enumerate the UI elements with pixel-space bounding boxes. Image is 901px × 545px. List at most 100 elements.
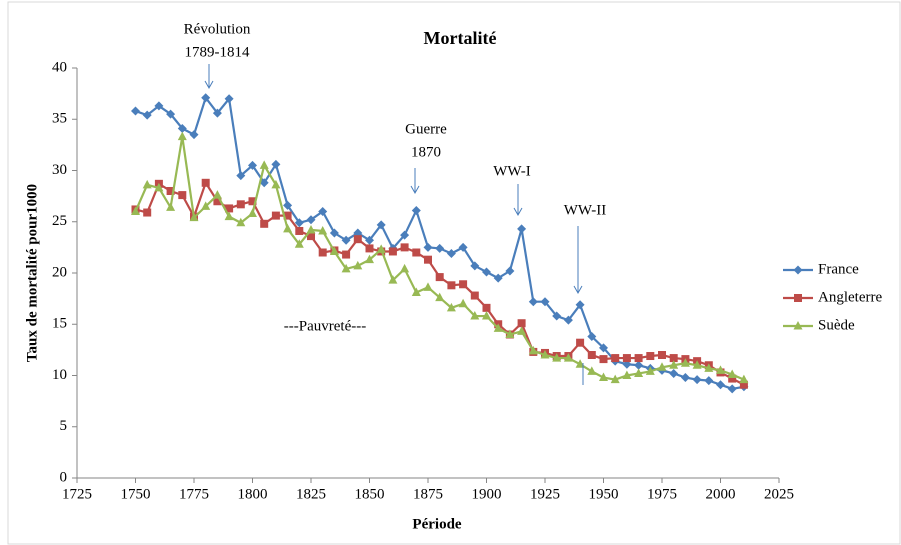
data-point (446, 249, 456, 259)
x-tick-label: 1850 (355, 486, 385, 502)
data-point (739, 374, 749, 384)
data-point (576, 338, 585, 347)
data-point (236, 200, 245, 209)
data-point (271, 179, 281, 189)
data-point (259, 160, 269, 169)
x-tick-label: 1800 (238, 486, 268, 502)
data-point (716, 380, 725, 390)
x-tick-label: 1825 (296, 486, 326, 502)
data-point (154, 182, 164, 192)
data-point (552, 353, 562, 362)
data-point (388, 247, 397, 256)
data-point (634, 360, 644, 370)
annotation: Révolution (184, 21, 251, 37)
y-tick-label: 40 (52, 59, 67, 75)
data-point (470, 291, 479, 300)
x-axis-label: Période (412, 516, 461, 532)
data-point (599, 372, 608, 382)
data-point (283, 200, 293, 210)
y-tick-label: 35 (52, 111, 67, 127)
y-tick-label: 15 (52, 316, 67, 332)
data-point (528, 345, 538, 355)
data-point (599, 355, 608, 364)
annotation: WW-II (564, 202, 606, 218)
y-tick-label: 25 (52, 213, 67, 229)
data-point (365, 235, 374, 245)
data-point (189, 130, 199, 140)
data-point (294, 218, 304, 228)
data-point (587, 366, 597, 375)
x-tick-label: 1725 (62, 486, 92, 502)
y-tick-label: 30 (52, 162, 67, 178)
data-point (458, 298, 468, 308)
data-point (739, 380, 748, 389)
data-point (587, 351, 596, 359)
data-point (376, 244, 386, 253)
data-point (563, 315, 573, 325)
y-tick-label: 0 (60, 469, 68, 485)
data-point (680, 358, 690, 367)
data-point (248, 160, 257, 170)
data-point (446, 302, 456, 312)
legend-marker (793, 265, 803, 275)
data-point (482, 311, 491, 320)
data-point (552, 311, 562, 321)
data-point (376, 220, 386, 230)
data-point (680, 373, 690, 383)
data-point (517, 319, 526, 328)
data-point (435, 292, 445, 302)
data-point (540, 350, 550, 359)
data-point (657, 362, 667, 371)
legend-label: France (818, 261, 859, 277)
data-point (201, 178, 210, 187)
data-point (178, 191, 187, 200)
data-point (329, 228, 339, 238)
data-point (201, 93, 211, 103)
series-line (134, 136, 745, 381)
data-point (470, 311, 480, 320)
data-point (353, 235, 362, 244)
data-point (716, 365, 725, 374)
data-point (154, 101, 164, 111)
data-point (517, 326, 527, 335)
annotation: Guerre (405, 121, 447, 137)
data-point (482, 303, 491, 312)
x-tick-label: 1950 (589, 486, 619, 502)
data-point (412, 248, 421, 257)
x-tick-label: 1900 (472, 486, 502, 502)
data-point (248, 208, 257, 218)
data-point (646, 352, 655, 361)
annotation: 1789-1814 (185, 44, 250, 60)
data-point (575, 300, 585, 310)
data-point (424, 255, 432, 264)
data-point (318, 225, 328, 235)
data-point (365, 244, 374, 253)
data-point (318, 207, 328, 216)
data-point (411, 205, 421, 215)
annotation: ---Pauvreté--- (284, 318, 366, 334)
data-point (658, 351, 666, 359)
y-tick-label: 10 (52, 367, 67, 383)
data-point (599, 343, 608, 353)
data-point (435, 243, 445, 253)
data-point (575, 359, 585, 368)
annotation-arrowhead (573, 285, 583, 295)
data-point (400, 230, 410, 240)
data-point (236, 171, 246, 181)
x-tick-label: 1875 (413, 486, 443, 502)
data-point (563, 353, 573, 362)
data-point (142, 110, 152, 120)
x-tick-label: 1750 (121, 486, 151, 502)
data-point (201, 201, 211, 210)
legend-label: Suède (818, 317, 855, 333)
data-point (260, 219, 269, 228)
data-point (728, 374, 737, 383)
data-point (307, 232, 315, 241)
x-tick-label: 1775 (179, 486, 209, 502)
data-point (423, 242, 433, 252)
data-point (611, 354, 620, 363)
data-point (306, 224, 316, 234)
data-point (283, 211, 292, 220)
data-point (470, 261, 480, 271)
legend-marker (794, 294, 802, 302)
